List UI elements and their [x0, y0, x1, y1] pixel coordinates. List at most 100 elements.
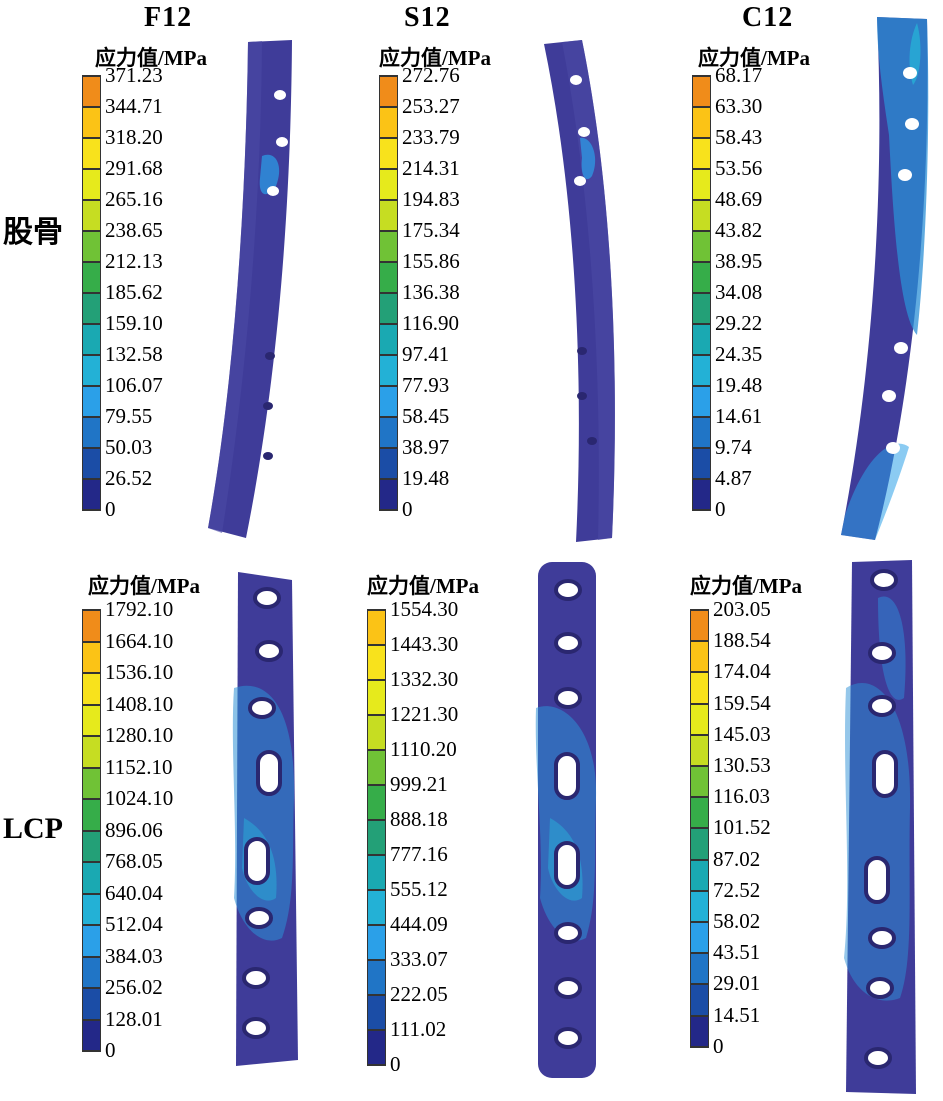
colorbar-tick-label: 101.52 [713, 815, 771, 840]
legend-title: 应力值/MPa [367, 574, 479, 598]
colorbar-swatch [83, 200, 100, 231]
colorbar-swatch [83, 862, 100, 894]
colorbar-tick [379, 478, 398, 480]
colorbar-tick [379, 137, 398, 139]
colorbar-tick-label: 63.30 [715, 94, 763, 118]
colorbar-tick-label: 14.51 [713, 1002, 761, 1027]
colorbar-tick [692, 416, 711, 418]
colorbar-tick-label: 212.13 [105, 249, 163, 273]
colorbar-tick [690, 609, 709, 611]
column-title-c12: C12 [742, 2, 794, 33]
colorbar-tick [692, 478, 711, 480]
colorbar-tick [692, 509, 711, 511]
colorbar-tick-label: 159.10 [105, 311, 163, 335]
colorbar-tick [82, 416, 101, 418]
colorbar-swatch [83, 107, 100, 138]
colorbar-tick-label: 58.02 [713, 909, 761, 933]
colorbar-tick [690, 671, 709, 674]
colorbar-swatch [83, 767, 100, 799]
colorbar-tick-label: 14.61 [715, 404, 763, 428]
colorbar-tick [82, 230, 101, 232]
colorbar-tick [692, 385, 711, 387]
colorbar-tick-label: 9.74 [715, 435, 752, 459]
colorbar-tick-label: 0 [715, 497, 726, 521]
colorbar-swatch [368, 855, 385, 890]
colorbar-swatch [691, 797, 708, 829]
colorbar-swatch [368, 645, 385, 680]
colorbar-tick-label: 384.03 [105, 943, 163, 968]
colorbar-tick [690, 889, 709, 892]
colorbar-swatch [691, 890, 708, 922]
colorbar-tick [82, 703, 101, 706]
colorbar-tick-label: 214.31 [402, 156, 460, 180]
colorbar-swatch [83, 704, 100, 736]
lcp-plate-model-f12 [232, 572, 298, 1066]
colorbar-tick [379, 292, 398, 294]
colorbar-tick [82, 861, 101, 863]
colorbar-tick-label: 1024.10 [105, 786, 174, 810]
legend-title: 应力值/MPa [698, 46, 810, 70]
colorbar-tick [82, 292, 101, 294]
colorbar-swatch [693, 76, 710, 107]
colorbar-tick-label: 116.90 [402, 311, 459, 335]
colorbar-tick [367, 819, 386, 821]
colorbar-swatch [368, 925, 385, 960]
colorbar-tick-label: 1152.10 [105, 754, 173, 779]
colorbar-tick [82, 735, 101, 737]
colorbar-tick-label: 1221.30 [390, 702, 459, 726]
colorbar-tick-label: 203.05 [713, 597, 771, 621]
colorbar-swatch [380, 448, 397, 479]
colorbar-tick [690, 796, 709, 799]
colorbar-tick [692, 230, 711, 232]
colorbar-swatch [368, 820, 385, 855]
colorbar-swatch [380, 138, 397, 169]
colorbar-swatch [693, 138, 710, 169]
colorbar-tick-label: 26.52 [105, 466, 153, 490]
colorbar-tick-label: 72.52 [713, 877, 761, 902]
colorbar-swatch [83, 231, 100, 262]
colorbar-tick-label: 1664.10 [105, 628, 174, 653]
colorbar-tick [690, 702, 709, 705]
colorbar-tick-label: 29.22 [715, 311, 763, 335]
colorbar-tick-label: 0 [402, 497, 413, 521]
colorbar-swatch [691, 953, 708, 985]
colorbar-tick-label: 145.03 [713, 721, 771, 746]
colorbar-tick-label: 175.34 [402, 218, 460, 242]
colorbar-tick [82, 672, 101, 674]
colorbar-tick [82, 385, 101, 387]
colorbar-tick [367, 644, 386, 646]
colorbar-tick [379, 354, 398, 356]
colorbar-tick [379, 447, 398, 449]
colorbar-tick-label: 128.01 [105, 1006, 163, 1031]
colorbar-tick [82, 509, 101, 511]
colorbar-swatch [83, 138, 100, 169]
colorbar-swatch [691, 828, 708, 860]
colorbar-tick [82, 137, 101, 139]
colorbar-swatch [693, 107, 710, 138]
lcp-plate-model-c12 [844, 560, 916, 1094]
colorbar-tick [692, 261, 711, 263]
colorbar-tick-label: 555.12 [390, 877, 448, 901]
colorbar-tick-label: 0 [713, 1033, 724, 1058]
colorbar-tick-label: 106.07 [105, 373, 163, 397]
colorbar [379, 75, 398, 511]
colorbar-tick-label: 185.62 [105, 280, 163, 304]
colorbar-tick-label: 24.35 [715, 342, 763, 366]
colorbar-swatch [691, 766, 708, 798]
colorbar-tick-label: 87.02 [713, 846, 761, 871]
colorbar-tick-label: 640.04 [105, 880, 163, 905]
legend-title: 应力值/MPa [379, 46, 491, 70]
colorbar-tick-label: 159.54 [713, 690, 771, 715]
row-label-femur: 股骨 [3, 216, 63, 249]
colorbar-tick [367, 679, 386, 681]
colorbar-tick [82, 199, 101, 201]
colorbar-tick [690, 983, 709, 986]
colorbar-swatch [693, 169, 710, 200]
colorbar-tick-label: 58.45 [402, 404, 450, 428]
colorbar-tick-label: 97.41 [402, 342, 450, 366]
colorbar-swatch [368, 785, 385, 820]
colorbar-swatch [83, 1019, 100, 1051]
colorbar-swatch [691, 610, 708, 642]
colorbar-tick [367, 784, 386, 786]
colorbar-swatch [693, 200, 710, 231]
